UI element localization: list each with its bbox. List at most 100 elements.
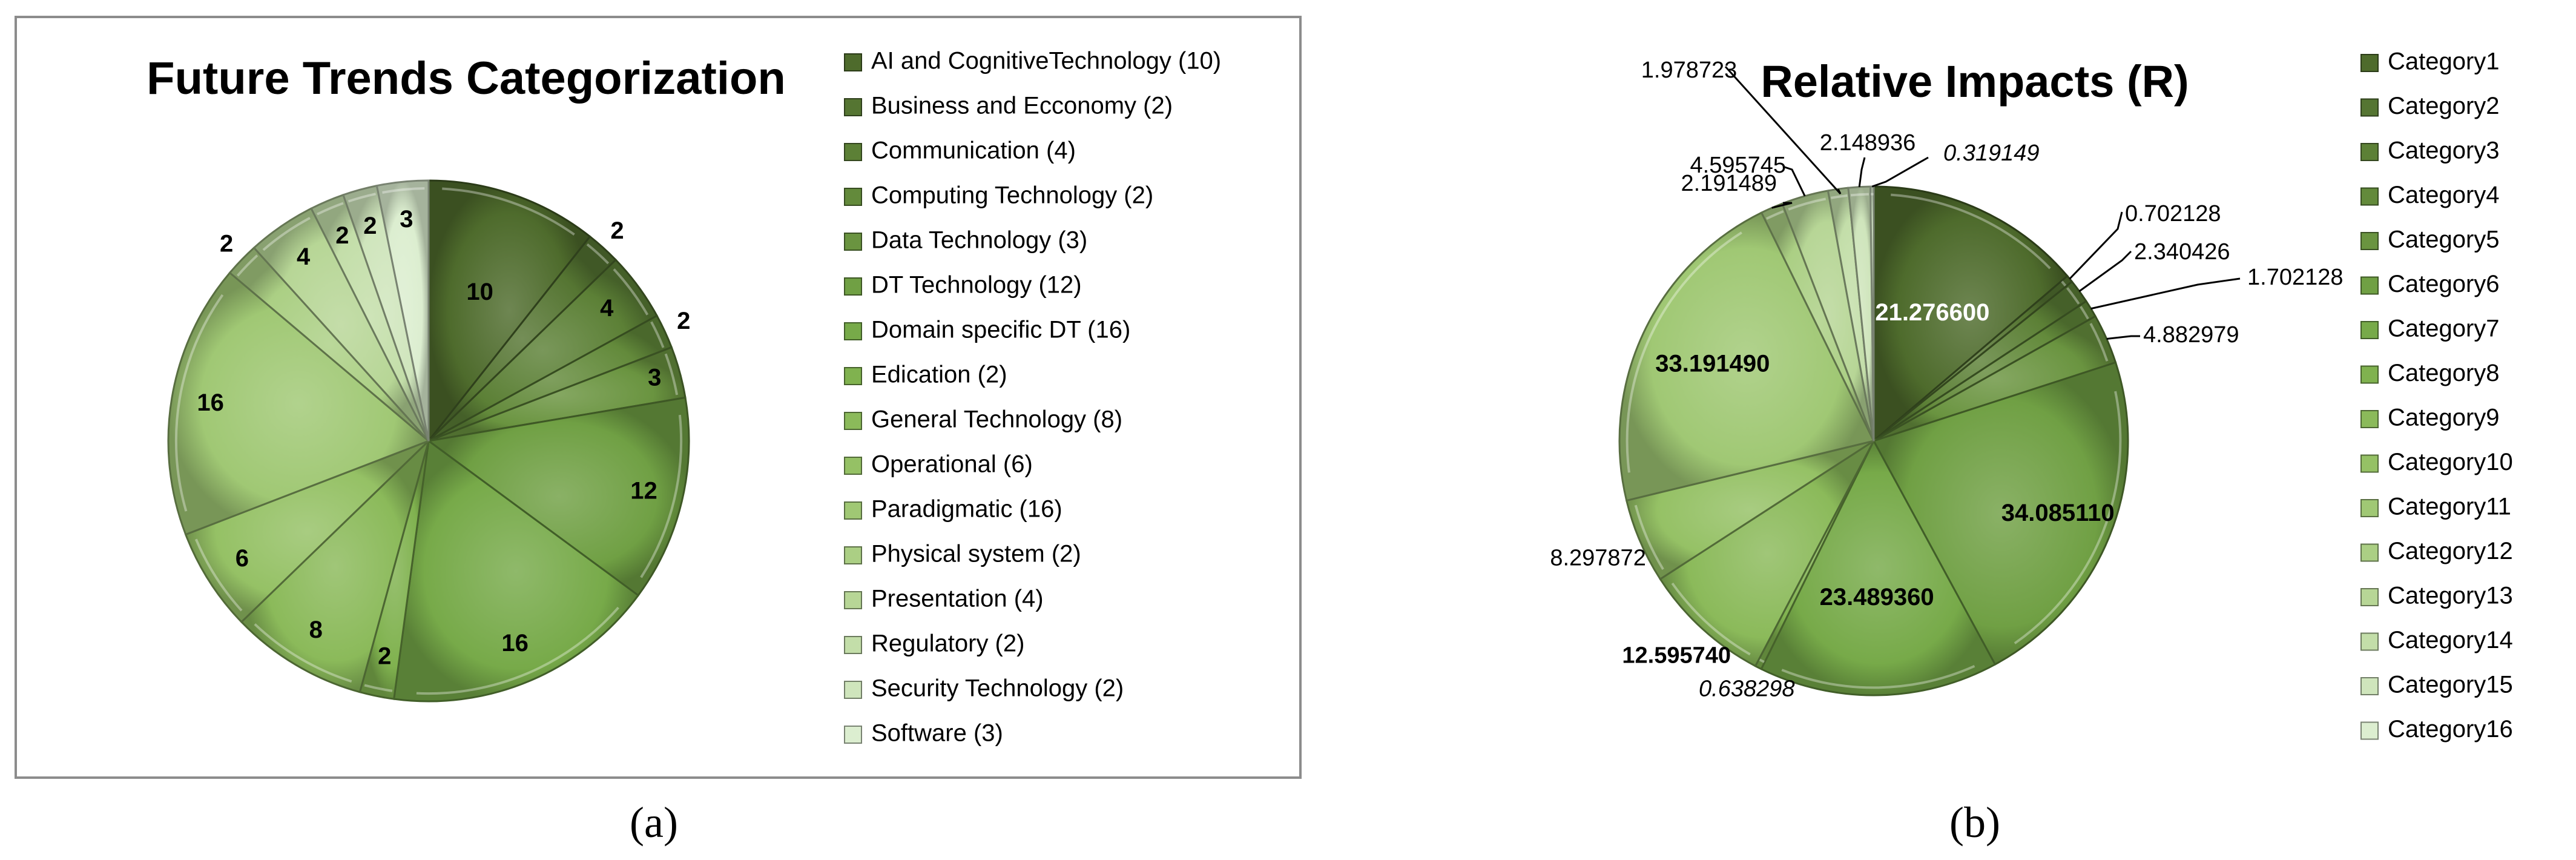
legend-swatch xyxy=(844,501,862,520)
pie-slice-highlight xyxy=(2014,391,2122,644)
legend-entry: Computing Technology (2) xyxy=(871,182,1153,209)
pie-slice xyxy=(393,439,640,703)
legend-swatch xyxy=(844,53,862,71)
chart-b-legend: Category1 Category2 Category3 Category4 Cate… xyxy=(2360,48,2513,743)
pie-slice-highlight xyxy=(382,187,425,194)
legend-entry: Category9 xyxy=(2388,405,2500,431)
legend-swatch xyxy=(844,546,862,564)
legend-entry: Edication (2) xyxy=(871,362,1007,388)
legend-entry: Domain specific DT (16) xyxy=(871,317,1130,343)
data-label: 12.595740 xyxy=(1622,643,1731,669)
legend-entry: Category2 xyxy=(2388,93,2500,119)
legend-entry: Category6 xyxy=(2388,271,2500,297)
legend-swatch xyxy=(2360,187,2379,206)
chart-b: Relative Impacts (R) 21.276600 0.702128 2.… xyxy=(1550,48,2512,743)
pie-slice-highlight xyxy=(640,414,683,578)
pie-slice xyxy=(1873,185,2069,443)
data-label: 0.638298 xyxy=(1699,676,1795,702)
data-label: 10 xyxy=(466,279,493,305)
pie-slice-highlight xyxy=(416,606,619,695)
data-label: 2 xyxy=(363,213,377,239)
chart-b-data-labels: 21.276600 0.702128 2.340426 1.702128 4.88297… xyxy=(1550,58,2343,702)
pie-slice-highlight xyxy=(364,684,393,692)
legend-swatch xyxy=(2360,721,2379,740)
pie-slice xyxy=(426,396,690,597)
legend-swatch xyxy=(2360,454,2379,473)
data-label-leader xyxy=(1782,165,1806,197)
legend-swatch xyxy=(844,233,862,251)
data-label-leader xyxy=(2106,335,2140,340)
data-label: 3 xyxy=(648,364,661,391)
pie-slice-highlight xyxy=(262,217,311,251)
pie-slice-highlight xyxy=(664,353,679,395)
legend-entry: Category12 xyxy=(2388,538,2513,564)
data-label: 33.191490 xyxy=(1655,351,1770,377)
pie-slice-highlight xyxy=(1626,231,1742,473)
data-label: 16 xyxy=(197,389,224,416)
pie-slice xyxy=(427,179,591,444)
legend-entry: Security Technology (2) xyxy=(871,675,1124,702)
legend-entry: Category15 xyxy=(2388,672,2513,698)
data-label: 2.191489 xyxy=(1681,171,1777,196)
legend-entry: Software (3) xyxy=(871,720,1003,747)
legend-swatch xyxy=(2360,321,2379,339)
data-label: 2.148936 xyxy=(1820,130,1916,156)
pie-slice xyxy=(1659,438,1876,667)
legend-swatch xyxy=(844,412,862,430)
pie-slice xyxy=(375,179,430,442)
data-label-leader xyxy=(1871,156,1929,188)
legend-entry: Category13 xyxy=(2388,583,2513,609)
legend-swatch xyxy=(2360,677,2379,695)
data-label: 2 xyxy=(610,217,624,244)
data-label: 6 xyxy=(236,545,249,572)
legend-entry: Category11 xyxy=(2388,494,2511,520)
data-label: 16 xyxy=(501,630,529,657)
legend-swatch xyxy=(844,636,862,654)
pie-slice-highlight xyxy=(1634,504,1664,571)
legend-entry: Category5 xyxy=(2388,227,2500,253)
legend-swatch xyxy=(844,143,862,161)
legend-entry: AI and CognitiveTechnology (10) xyxy=(871,48,1221,74)
data-label: 4.595745 xyxy=(1690,153,1787,178)
pie-slice-highlight xyxy=(1788,197,1827,211)
legend-entry: Category10 xyxy=(2388,449,2513,475)
data-label-leader xyxy=(2069,211,2123,280)
legend-swatch xyxy=(844,367,862,385)
chart-a-legend: AI and CognitiveTechnology (10) Business … xyxy=(844,48,1221,747)
legend-entry: Data Technology (3) xyxy=(871,227,1087,254)
data-label-leader xyxy=(2090,277,2241,310)
legend-swatch xyxy=(844,322,862,340)
pie-slice-highlight xyxy=(613,268,649,316)
legend-swatch xyxy=(844,726,862,744)
chart-a-title: Future Trends Categorization xyxy=(147,53,786,104)
legend-swatch xyxy=(844,681,862,699)
legend-swatch xyxy=(2360,143,2379,161)
data-label: 2 xyxy=(378,643,391,670)
legend-entry: General Technology (8) xyxy=(871,406,1122,433)
pie-slice-highlight xyxy=(650,321,665,348)
legend-entry: Category14 xyxy=(2388,627,2513,653)
legend-swatch xyxy=(844,188,862,206)
legend-swatch xyxy=(2360,365,2379,384)
legend-swatch xyxy=(844,591,862,609)
legend-swatch xyxy=(2360,588,2379,606)
data-label-leader xyxy=(1858,157,1866,187)
pie-slice-highlight xyxy=(1830,194,1848,199)
data-label: 1.702128 xyxy=(2247,265,2344,290)
data-label: 2 xyxy=(677,308,690,334)
chart-b-title: Relative Impacts (R) xyxy=(1761,56,2189,107)
pie-slice-highlight xyxy=(1781,664,1975,689)
legend-entry: Category4 xyxy=(2388,182,2500,208)
data-label: 2 xyxy=(335,222,349,249)
data-label-leader xyxy=(1724,65,1842,195)
legend-entry: Category1 xyxy=(2388,48,2500,75)
data-label: 23.489360 xyxy=(1820,584,1934,610)
legend-entry: DT Technology (12) xyxy=(871,272,1082,299)
pie-slice-highlight xyxy=(316,202,344,216)
pie-slice-highlight xyxy=(442,187,575,236)
legend-swatch xyxy=(844,457,862,475)
legend-entry: Business and Ecconomy (2) xyxy=(871,93,1173,119)
